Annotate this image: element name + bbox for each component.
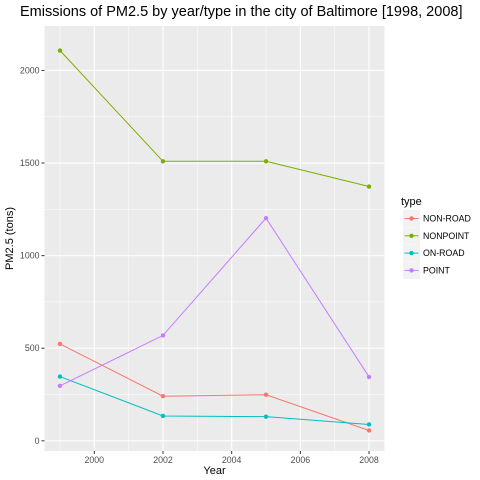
data-point-on-road xyxy=(160,413,166,419)
grid-minor xyxy=(44,26,385,451)
data-point-non-road xyxy=(263,392,269,397)
data-point-on-road xyxy=(57,374,63,379)
data-point-non-road xyxy=(57,341,63,347)
y-axis: 0 500 1000 1500 2000 xyxy=(20,65,45,446)
x-axis-title: Year xyxy=(203,465,226,477)
legend-label-on-road: ON-ROAD xyxy=(423,248,465,258)
x-tick-label: 2006 xyxy=(291,455,311,465)
plot-panel xyxy=(44,26,385,451)
legend: type NON-ROAD NONPOINT ON-ROAD POINT xyxy=(401,196,471,279)
series-line-non-road xyxy=(59,343,370,431)
y-tick-label: 1500 xyxy=(20,158,40,168)
legend-title: type xyxy=(401,196,422,208)
series-line-nonpoint xyxy=(59,50,370,188)
y-axis-title: PM2.5 (tons) xyxy=(4,207,16,270)
legend-point-nonpoint xyxy=(409,233,414,238)
legend-point-point xyxy=(409,268,414,273)
series-line-on-road xyxy=(59,376,370,425)
x-tick-label: 2002 xyxy=(153,455,173,465)
x-axis: 2000 2002 2004 2006 2008 xyxy=(85,451,379,465)
data-point-on-road xyxy=(366,422,372,427)
data-point-non-road xyxy=(366,428,372,433)
data-point-nonpoint xyxy=(366,184,372,189)
data-point-point xyxy=(366,374,372,380)
y-tick-label: 1000 xyxy=(20,251,40,261)
grid-major xyxy=(44,26,385,451)
data-point-nonpoint xyxy=(160,159,166,164)
series-layer xyxy=(57,48,372,433)
y-tick-label: 2000 xyxy=(20,65,40,75)
data-point-on-road xyxy=(263,414,269,419)
legend-point-non-road xyxy=(409,216,414,221)
chart-title: Emissions of PM2.5 by year/type in the c… xyxy=(20,4,462,20)
data-point-point xyxy=(160,333,166,338)
series-line-point xyxy=(59,217,370,387)
x-tick-label: 2000 xyxy=(85,455,105,465)
legend-label-point: POINT xyxy=(423,265,451,275)
legend-label-non-road: NON-ROAD xyxy=(423,214,471,224)
legend-point-on-road xyxy=(409,250,414,256)
y-tick-label: 500 xyxy=(25,343,40,353)
data-point-non-road xyxy=(160,394,166,399)
x-tick-label: 2008 xyxy=(359,455,379,465)
data-point-point xyxy=(57,383,63,389)
x-tick-label: 2004 xyxy=(222,455,242,465)
legend-label-nonpoint: NONPOINT xyxy=(423,231,470,241)
data-point-point xyxy=(263,215,269,221)
y-tick-label: 0 xyxy=(35,436,40,446)
data-point-nonpoint xyxy=(57,48,63,53)
data-point-nonpoint xyxy=(263,159,269,164)
